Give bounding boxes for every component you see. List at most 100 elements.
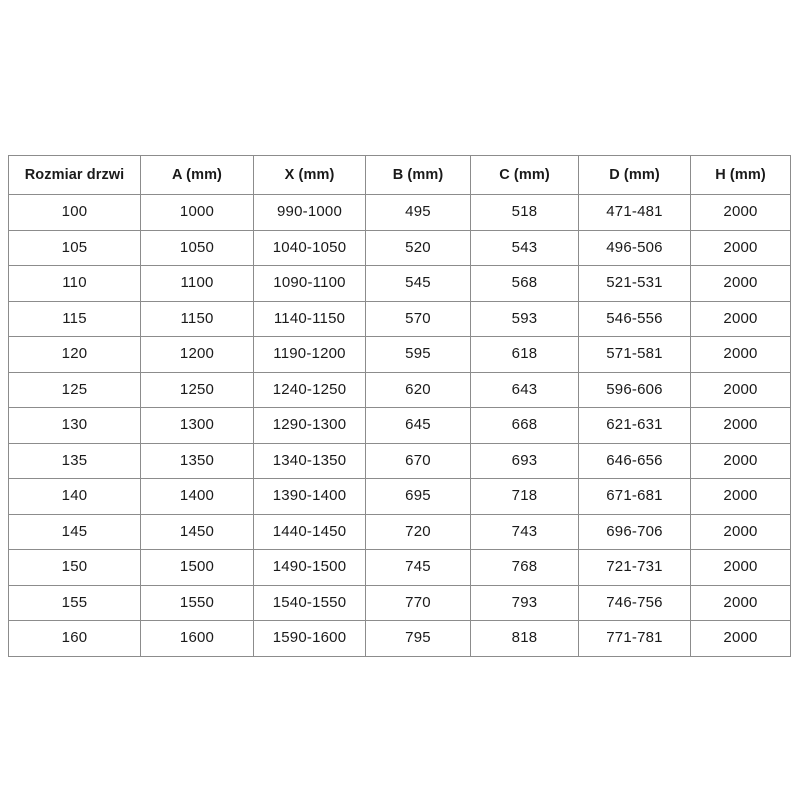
cell-r7-c3: 670 xyxy=(365,442,471,479)
cell-r4-c5: 571-581 xyxy=(578,336,691,373)
cell-r4-c2: 1190-1200 xyxy=(253,336,366,373)
cell-r2-c5: 521-531 xyxy=(578,265,691,302)
column-header-6: H (mm) xyxy=(690,155,791,195)
cell-r12-c3: 795 xyxy=(365,620,471,657)
cell-r9-c3: 720 xyxy=(365,513,471,550)
cell-r8-c5: 671-681 xyxy=(578,478,691,515)
cell-r11-c1: 1550 xyxy=(140,584,254,621)
door-size-spec-table: Rozmiar drzwi A (mm) X (mm) B (mm) C (mm) D (… xyxy=(8,155,791,657)
cell-r2-c1: 1100 xyxy=(140,265,254,302)
table-header-row: Rozmiar drzwi A (mm) X (mm) B (mm) C (mm) D (… xyxy=(8,155,791,195)
table-row: 145 1450 1440-1450 720 743 696-706 2000 xyxy=(8,513,791,550)
cell-r1-c2: 1040-1050 xyxy=(253,229,366,266)
cell-r1-c3: 520 xyxy=(365,229,471,266)
cell-r11-c6: 2000 xyxy=(690,584,791,621)
cell-r5-c4: 643 xyxy=(470,371,579,408)
table-row: 130 1300 1290-1300 645 668 621-631 2000 xyxy=(8,407,791,444)
table-header: Rozmiar drzwi A (mm) X (mm) B (mm) C (mm) D (… xyxy=(8,155,791,195)
cell-r12-c5: 771-781 xyxy=(578,620,691,657)
cell-r0-c3: 495 xyxy=(365,194,471,231)
cell-r5-c0: 125 xyxy=(8,371,141,408)
cell-r12-c4: 818 xyxy=(470,620,579,657)
cell-r7-c2: 1340-1350 xyxy=(253,442,366,479)
cell-r3-c5: 546-556 xyxy=(578,300,691,337)
cell-r8-c1: 1400 xyxy=(140,478,254,515)
cell-r9-c4: 743 xyxy=(470,513,579,550)
cell-r5-c2: 1240-1250 xyxy=(253,371,366,408)
cell-r9-c6: 2000 xyxy=(690,513,791,550)
cell-r10-c4: 768 xyxy=(470,549,579,586)
column-header-1: A (mm) xyxy=(140,155,254,195)
cell-r4-c3: 595 xyxy=(365,336,471,373)
cell-r4-c0: 120 xyxy=(8,336,141,373)
cell-r12-c0: 160 xyxy=(8,620,141,657)
table-row: 115 1150 1140-1150 570 593 546-556 2000 xyxy=(8,300,791,337)
cell-r6-c3: 645 xyxy=(365,407,471,444)
table-row: 155 1550 1540-1550 770 793 746-756 2000 xyxy=(8,584,791,621)
cell-r7-c5: 646-656 xyxy=(578,442,691,479)
cell-r10-c0: 150 xyxy=(8,549,141,586)
cell-r3-c1: 1150 xyxy=(140,300,254,337)
cell-r6-c6: 2000 xyxy=(690,407,791,444)
column-header-2: X (mm) xyxy=(253,155,366,195)
cell-r11-c4: 793 xyxy=(470,584,579,621)
cell-r5-c3: 620 xyxy=(365,371,471,408)
table-body: 100 1000 990-1000 495 518 471-481 2000 105 1050 1… xyxy=(8,194,791,657)
cell-r3-c2: 1140-1150 xyxy=(253,300,366,337)
cell-r3-c4: 593 xyxy=(470,300,579,337)
cell-r0-c6: 2000 xyxy=(690,194,791,231)
cell-r1-c1: 1050 xyxy=(140,229,254,266)
cell-r0-c4: 518 xyxy=(470,194,579,231)
cell-r8-c6: 2000 xyxy=(690,478,791,515)
cell-r3-c0: 115 xyxy=(8,300,141,337)
cell-r9-c1: 1450 xyxy=(140,513,254,550)
cell-r7-c0: 135 xyxy=(8,442,141,479)
table-row: 150 1500 1490-1500 745 768 721-731 2000 xyxy=(8,549,791,586)
table-row: 110 1100 1090-1100 545 568 521-531 2000 xyxy=(8,265,791,302)
cell-r1-c6: 2000 xyxy=(690,229,791,266)
cell-r5-c1: 1250 xyxy=(140,371,254,408)
table-row: 120 1200 1190-1200 595 618 571-581 2000 xyxy=(8,336,791,373)
table-row: 105 1050 1040-1050 520 543 496-506 2000 xyxy=(8,229,791,266)
cell-r10-c6: 2000 xyxy=(690,549,791,586)
cell-r4-c4: 618 xyxy=(470,336,579,373)
cell-r1-c4: 543 xyxy=(470,229,579,266)
cell-r10-c3: 745 xyxy=(365,549,471,586)
spec-table-container: Rozmiar drzwi A (mm) X (mm) B (mm) C (mm) D (… xyxy=(8,155,791,657)
cell-r0-c5: 471-481 xyxy=(578,194,691,231)
cell-r2-c3: 545 xyxy=(365,265,471,302)
cell-r6-c0: 130 xyxy=(8,407,141,444)
cell-r10-c1: 1500 xyxy=(140,549,254,586)
cell-r12-c2: 1590-1600 xyxy=(253,620,366,657)
cell-r4-c6: 2000 xyxy=(690,336,791,373)
cell-r1-c0: 105 xyxy=(8,229,141,266)
column-header-0: Rozmiar drzwi xyxy=(8,155,141,195)
cell-r2-c0: 110 xyxy=(8,265,141,302)
cell-r7-c4: 693 xyxy=(470,442,579,479)
cell-r4-c1: 1200 xyxy=(140,336,254,373)
cell-r2-c4: 568 xyxy=(470,265,579,302)
cell-r11-c3: 770 xyxy=(365,584,471,621)
cell-r0-c1: 1000 xyxy=(140,194,254,231)
cell-r0-c0: 100 xyxy=(8,194,141,231)
cell-r11-c0: 155 xyxy=(8,584,141,621)
table-row: 125 1250 1240-1250 620 643 596-606 2000 xyxy=(8,371,791,408)
table-row: 100 1000 990-1000 495 518 471-481 2000 xyxy=(8,194,791,231)
cell-r2-c2: 1090-1100 xyxy=(253,265,366,302)
cell-r11-c5: 746-756 xyxy=(578,584,691,621)
cell-r6-c5: 621-631 xyxy=(578,407,691,444)
cell-r2-c6: 2000 xyxy=(690,265,791,302)
cell-r8-c2: 1390-1400 xyxy=(253,478,366,515)
column-header-4: C (mm) xyxy=(470,155,579,195)
cell-r3-c3: 570 xyxy=(365,300,471,337)
cell-r9-c0: 145 xyxy=(8,513,141,550)
cell-r6-c1: 1300 xyxy=(140,407,254,444)
cell-r3-c6: 2000 xyxy=(690,300,791,337)
cell-r6-c4: 668 xyxy=(470,407,579,444)
cell-r6-c2: 1290-1300 xyxy=(253,407,366,444)
table-row: 135 1350 1340-1350 670 693 646-656 2000 xyxy=(8,442,791,479)
table-row: 140 1400 1390-1400 695 718 671-681 2000 xyxy=(8,478,791,515)
cell-r11-c2: 1540-1550 xyxy=(253,584,366,621)
cell-r12-c6: 2000 xyxy=(690,620,791,657)
column-header-3: B (mm) xyxy=(365,155,471,195)
